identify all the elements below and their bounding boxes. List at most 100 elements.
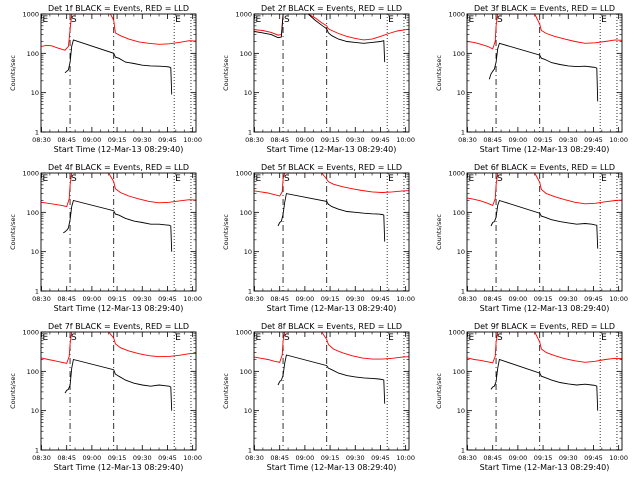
panel-4: Det 4f BLACK = Events, RED = LLD Counts/s… [9,163,202,313]
panel-title: Det 2f BLACK = Events, RED = LLD [261,4,402,13]
x-tick-label: 09:45 [158,295,177,303]
y-tick-label: 100 [453,209,465,217]
y-tick-label: 1000 [235,170,252,178]
y-tick-label: 100 [27,368,39,376]
x-tick-label: 09:00 [83,136,102,144]
y-axis-label: Counts/sec [435,373,443,409]
x-tick-label: 09:00 [296,295,315,303]
black-events-series-line [277,354,386,404]
red-lld-series-line [254,332,409,363]
y-tick-label: 1 [248,288,252,296]
x-tick-label: 09:30 [346,454,365,462]
x-tick-label: 09:15 [321,454,340,462]
marker-label: E [43,174,49,184]
marker-label: S [497,15,503,25]
x-axis-label: Start Time (12-Mar-13 08:29:40) [267,304,397,313]
panel-title: Det 6f BLACK = Events, RED = LLD [474,163,615,172]
x-tick-label: 08:30 [245,136,264,144]
y-tick-label: 1000 [235,11,252,19]
x-tick-label: 09:15 [534,136,553,144]
x-tick-label: 09:45 [158,136,177,144]
x-tick-label: 09:00 [83,295,102,303]
x-tick-label: 09:15 [108,136,127,144]
y-tick-label: 10 [457,248,465,256]
y-axis-label: Counts/sec [9,373,17,409]
y-tick-label: 10 [31,248,39,256]
y-tick-label: 100 [240,368,252,376]
x-tick-label: 09:45 [584,454,603,462]
marker-label: S [71,174,77,184]
x-axis-label: Start Time (12-Mar-13 08:29:40) [480,463,610,472]
black-events-series-line [254,14,386,63]
x-tick-label: 09:15 [534,454,553,462]
marker-label: E [388,174,394,184]
x-tick-label: 08:45 [270,295,289,303]
y-tick-label: 10 [31,407,39,415]
panel-8: Det 8f BLACK = Events, RED = LLD Counts/s… [222,322,415,472]
y-tick-label: 1000 [448,11,465,19]
x-tick-label: 08:45 [57,136,76,144]
x-tick-label: 08:30 [245,295,264,303]
panel-title: Det 3f BLACK = Events, RED = LLD [474,4,615,13]
red-lld-series-line [41,14,196,51]
x-axis-label: Start Time (12-Mar-13 08:29:40) [480,145,610,154]
x-tick-label: 08:30 [458,295,477,303]
x-tick-label: 09:45 [371,136,390,144]
marker-label: S [497,174,503,184]
panel-title: Det 8f BLACK = Events, RED = LLD [261,322,402,331]
marker-label: E [469,174,475,184]
black-events-series-line [277,193,386,242]
plot-frame [466,331,623,451]
y-tick-label: 1 [461,447,465,455]
x-tick-label: 09:00 [83,454,102,462]
y-axis-label: Counts/sec [222,55,230,91]
y-axis-label: Counts/sec [222,214,230,250]
x-tick-label: 08:45 [483,136,502,144]
y-tick-label: 1000 [448,170,465,178]
x-tick-label: 09:45 [584,136,603,144]
panel-2: Det 2f BLACK = Events, RED = LLD Counts/s… [222,4,415,154]
y-tick-label: 100 [453,50,465,58]
y-tick-label: 1000 [448,329,465,337]
x-tick-label: 08:30 [245,454,264,462]
x-tick-label: 10:00 [609,454,628,462]
x-tick-label: 10:00 [396,454,415,462]
y-tick-label: 10 [244,89,252,97]
x-tick-label: 08:45 [483,295,502,303]
plot-frame [466,172,623,292]
x-tick-label: 08:45 [57,295,76,303]
x-tick-label: 09:15 [108,295,127,303]
y-tick-label: 1000 [22,329,39,337]
x-tick-label: 08:30 [458,136,477,144]
marker-label: E [601,333,607,343]
x-tick-label: 10:00 [183,295,202,303]
y-axis-label: Counts/sec [9,55,17,91]
plot-frame [40,172,197,292]
y-tick-label: 1000 [235,329,252,337]
x-tick-label: 08:45 [57,454,76,462]
red-lld-series-line [467,173,622,206]
marker-label: E [43,15,49,25]
panel-5: Det 5f BLACK = Events, RED = LLD Counts/s… [222,163,415,313]
x-axis-label: Start Time (12-Mar-13 08:29:40) [267,463,397,472]
marker-label: E [256,15,262,25]
red-lld-series-line [41,332,196,364]
marker-label: S [284,174,290,184]
x-tick-label: 09:45 [371,454,390,462]
panel-title: Det 4f BLACK = Events, RED = LLD [48,163,189,172]
y-axis-label: Counts/sec [9,214,17,250]
x-tick-label: 08:45 [483,454,502,462]
x-tick-label: 09:30 [559,295,578,303]
marker-label: E [388,333,394,343]
x-tick-label: 09:30 [346,136,365,144]
y-tick-label: 1 [248,447,252,455]
panel-3: Det 3f BLACK = Events, RED = LLD Counts/s… [435,4,628,154]
x-tick-label: 09:15 [534,295,553,303]
marker-label: E [388,15,394,25]
panel-title: Det 7f BLACK = Events, RED = LLD [48,322,189,331]
x-tick-label: 09:00 [509,454,528,462]
red-lld-series-line [467,14,622,50]
marker-label: E [43,333,49,343]
x-axis-label: Start Time (12-Mar-13 08:29:40) [54,145,184,154]
x-tick-label: 08:30 [32,136,51,144]
